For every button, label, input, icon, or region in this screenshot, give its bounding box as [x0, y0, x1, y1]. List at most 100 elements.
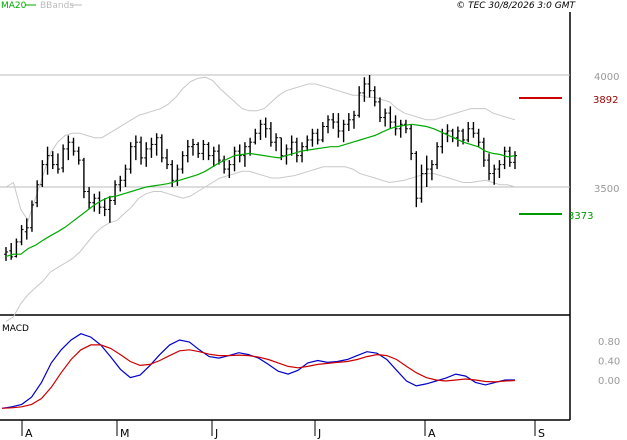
price-bar	[102, 198, 107, 217]
price-bar	[29, 200, 34, 232]
price-bar	[232, 146, 237, 172]
price-bar	[377, 97, 382, 123]
price-bar	[92, 193, 97, 212]
price-bar	[455, 126, 460, 147]
price-bar	[97, 191, 102, 214]
price-bar	[300, 142, 305, 163]
price-bar	[466, 122, 471, 143]
bb-lower-line	[5, 166, 516, 322]
price-bar	[118, 175, 123, 192]
price-bar	[128, 142, 133, 174]
price-bar	[357, 86, 362, 118]
price-bar	[19, 225, 24, 246]
price-bar	[513, 151, 517, 170]
price-bar	[341, 119, 346, 143]
price-bar	[154, 133, 159, 156]
ma20-line	[5, 123, 516, 257]
legend-ma20-label: MA20	[1, 1, 27, 11]
price-bar	[372, 86, 377, 107]
price-bar	[429, 160, 434, 181]
price-bar	[351, 110, 356, 129]
price-bar	[502, 146, 507, 170]
price-bar	[315, 128, 320, 145]
price-bar	[55, 153, 60, 174]
price-bar	[336, 113, 341, 138]
price-bar	[253, 128, 258, 145]
price-bar	[419, 164, 424, 203]
price-bar	[279, 137, 284, 161]
price-bar	[113, 180, 118, 205]
price-bar	[424, 155, 429, 187]
price-bar	[9, 243, 14, 260]
price-bar	[481, 137, 486, 167]
price-bar	[403, 119, 408, 134]
bb-upper-line	[5, 76, 516, 222]
price-bar	[81, 157, 86, 199]
price-bar	[320, 122, 325, 143]
price-bar	[445, 124, 450, 143]
macd-tick-1: 0.40	[598, 357, 620, 368]
price-bar	[201, 139, 206, 161]
price-bar	[35, 180, 40, 208]
price-bar	[76, 146, 81, 165]
time-label-1: M	[120, 427, 130, 440]
copyright-text: © TEC 30/8/2026 3:0 GMT	[456, 1, 576, 11]
time-label-4: A	[428, 427, 436, 440]
price-bar	[222, 155, 227, 174]
time-label-0: A	[25, 427, 33, 440]
price-bar	[310, 128, 315, 147]
price-bar	[398, 119, 403, 138]
price-bar	[211, 146, 216, 167]
price-bar	[237, 144, 242, 163]
price-bar	[388, 106, 393, 129]
macd-panel	[1, 333, 516, 409]
chart-header: MA20 BBands © TEC 30/8/2026 3:0 GMT	[1, 1, 577, 11]
legend-bbands-label: BBands	[40, 1, 74, 11]
price-bar	[383, 108, 388, 127]
price-gridlines	[0, 74, 570, 188]
price-bar	[206, 142, 211, 161]
price-bar	[346, 113, 351, 131]
resistance-level: 3892	[519, 95, 618, 106]
price-bar	[492, 164, 497, 185]
price-bar	[289, 135, 294, 156]
price-bar	[497, 160, 502, 179]
time-label-2: J	[214, 427, 218, 440]
price-bar	[144, 142, 149, 167]
price-tick-1: 3500	[594, 184, 619, 195]
price-bar	[331, 113, 336, 129]
price-bar	[487, 153, 492, 181]
price-bar	[149, 137, 154, 158]
price-bar	[71, 137, 76, 156]
price-bar	[165, 148, 170, 170]
price-bars	[4, 75, 517, 261]
price-bar	[263, 117, 268, 138]
price-bar	[362, 77, 367, 102]
price-bar	[248, 137, 253, 156]
macd-series-signal	[1, 344, 516, 409]
price-bar	[24, 218, 29, 240]
price-bar	[435, 142, 440, 170]
price-bar	[180, 151, 185, 174]
price-bar	[450, 128, 455, 143]
price-bar	[305, 135, 310, 152]
price-bar	[471, 122, 476, 138]
price-bar	[367, 75, 372, 98]
price-bar	[414, 151, 419, 208]
price-bar	[175, 164, 180, 186]
price-bar	[274, 133, 279, 152]
resistance-value: 3892	[593, 95, 618, 106]
price-bar	[476, 128, 481, 147]
price-tick-0: 4000	[594, 72, 619, 83]
macd-axis: 0.80 0.40 0.00	[598, 337, 620, 387]
price-bar	[190, 138, 195, 156]
price-bar	[66, 135, 71, 161]
time-label-5: S	[538, 427, 545, 440]
bollinger-bands	[5, 76, 516, 322]
price-bar	[40, 160, 45, 187]
price-bar	[393, 115, 398, 136]
macd-title: MACD	[2, 324, 29, 334]
price-bar	[196, 142, 201, 158]
macd-tick-0: 0.80	[598, 337, 620, 348]
